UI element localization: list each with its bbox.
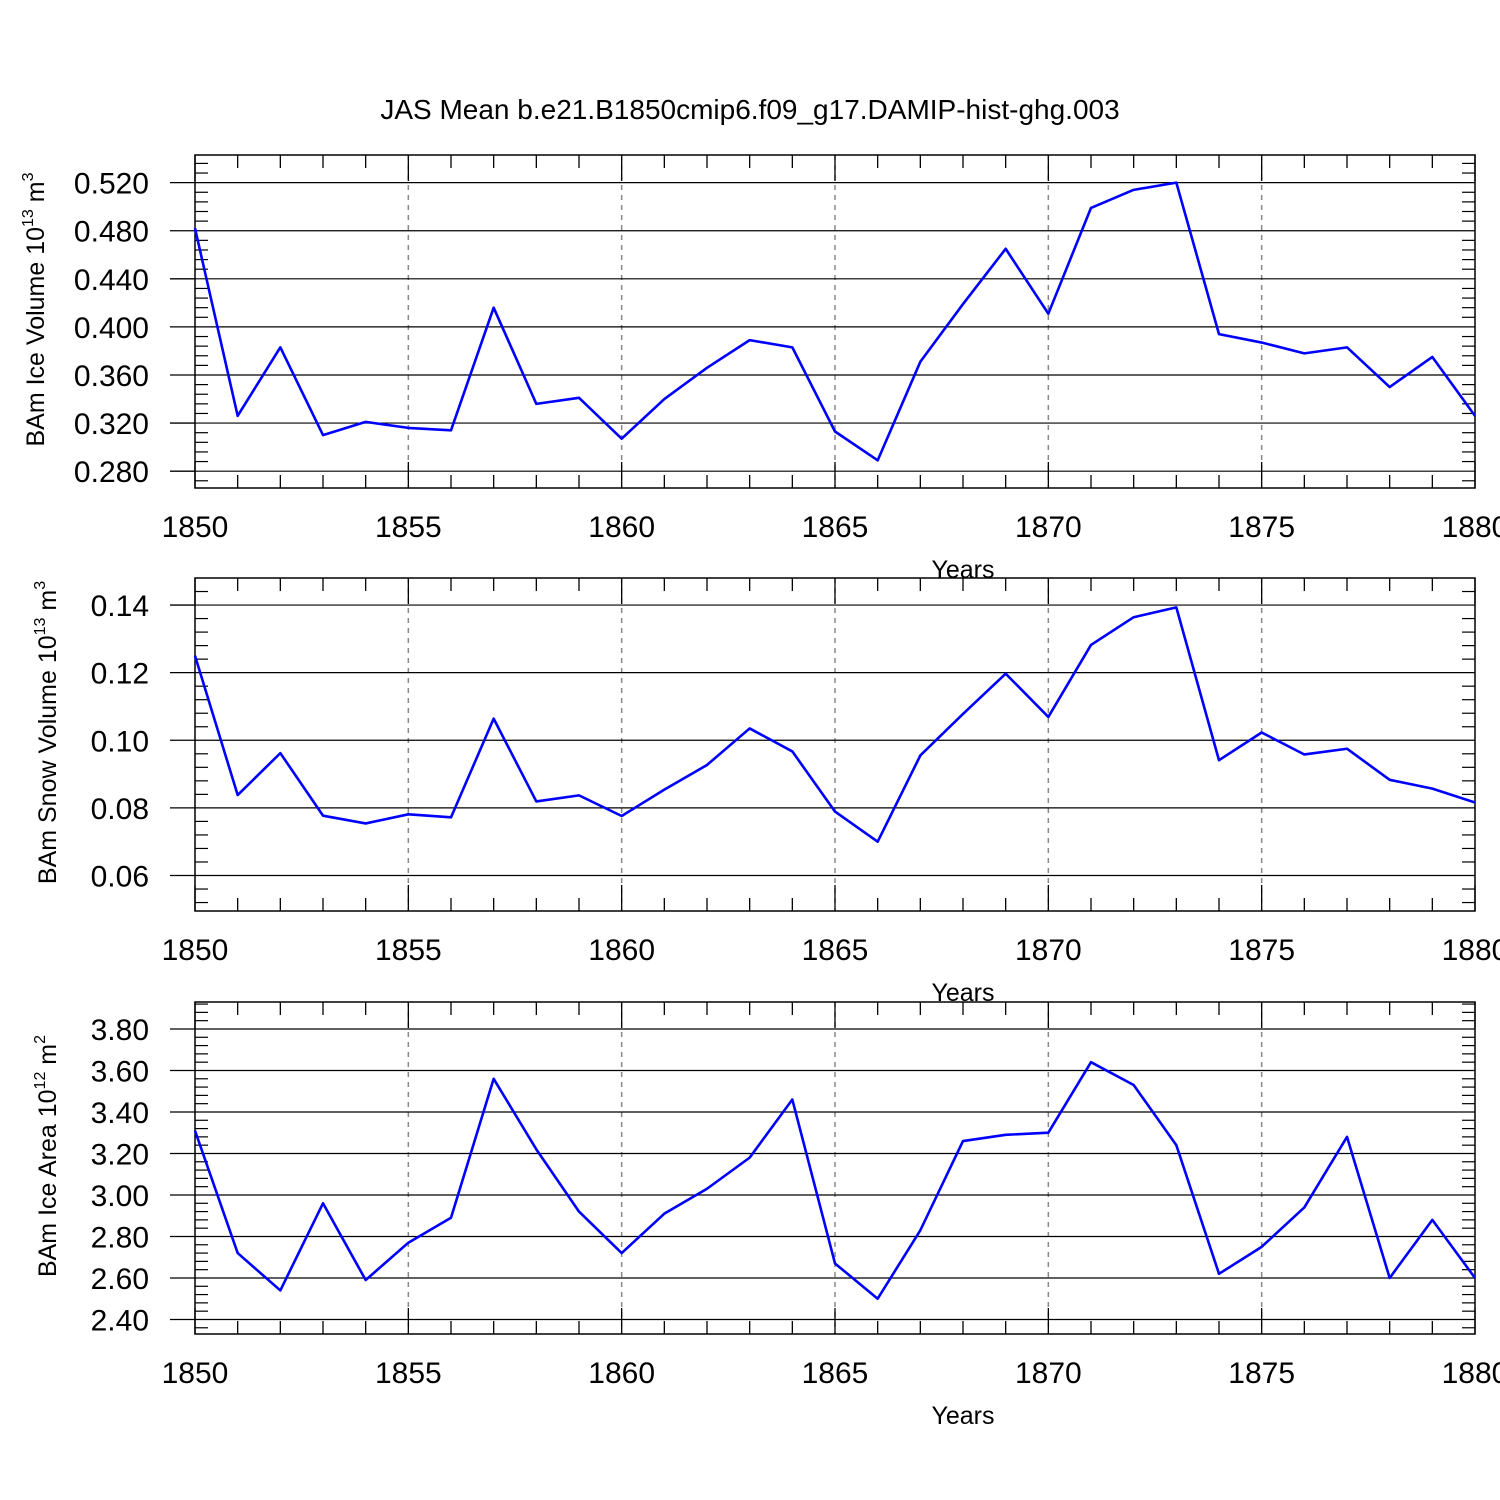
y-axis-title: BAm Ice Area 1012 m2	[32, 1035, 62, 1277]
y-axis-title: BAm Snow Volume 1013 m3	[32, 581, 62, 884]
x-tick-label: 1850	[162, 934, 229, 967]
x-tick-label: 1880	[1442, 1357, 1500, 1390]
y-tick-label: 0.360	[74, 360, 149, 393]
x-tick-label: 1860	[588, 511, 655, 544]
y-tick-label: 3.00	[91, 1180, 149, 1213]
x-tick-label: 1865	[802, 1357, 869, 1390]
y-tick-label: 0.10	[91, 725, 149, 758]
y-tick-label: 0.08	[91, 793, 149, 826]
y-tick-label: 2.60	[91, 1263, 149, 1296]
y-tick-label: 0.06	[91, 861, 149, 894]
y-tick-label: 3.20	[91, 1138, 149, 1171]
y-tick-label: 3.40	[91, 1097, 149, 1130]
plot-frame	[194, 1001, 1476, 1335]
x-tick-label: 1860	[588, 934, 655, 967]
x-tick-label: 1850	[162, 511, 229, 544]
y-tick-label: 0.14	[91, 590, 149, 623]
y-tick-label: 2.40	[91, 1304, 149, 1337]
y-tick-label: 0.320	[74, 408, 149, 441]
y-tick-label: 2.80	[91, 1221, 149, 1254]
y-tick-label: 0.480	[74, 216, 149, 249]
y-tick-label: 0.440	[74, 264, 149, 297]
x-tick-label: 1875	[1228, 1357, 1295, 1390]
series-line	[193, 606, 1476, 844]
y-tick-label: 0.520	[74, 168, 149, 201]
y-tick-label: 3.80	[91, 1014, 149, 1047]
y-tick-label: 3.60	[91, 1055, 149, 1088]
y-tick-label: 0.12	[91, 658, 149, 691]
plot-frame	[194, 577, 1476, 912]
x-tick-label: 1855	[375, 934, 442, 967]
x-tick-label: 1880	[1442, 934, 1500, 967]
y-axis-title: BAm Ice Volume 1013 m3	[20, 172, 50, 446]
panel-ice-area: 2.40 2.60 2.80 3.00 3.20 3.40 3.60 3.80 1850 1855…	[32, 1001, 1500, 1430]
x-tick-label: 1870	[1015, 934, 1082, 967]
x-tick-label: 1875	[1228, 934, 1295, 967]
x-tick-label: 1850	[162, 1357, 229, 1390]
x-tick-label: 1880	[1442, 511, 1500, 544]
panel-ice-volume: 0.280 0.320 0.360 0.400 0.440 0.480 0.520 1850 1…	[20, 154, 1500, 584]
y-tick-label: 0.280	[74, 456, 149, 489]
x-tick-label: 1865	[802, 511, 869, 544]
x-tick-label: 1870	[1015, 511, 1082, 544]
x-tick-label: 1870	[1015, 1357, 1082, 1390]
x-tick-label: 1865	[802, 934, 869, 967]
x-tick-label: 1875	[1228, 511, 1295, 544]
x-axis-title: Years	[931, 1402, 994, 1430]
plot-frame	[194, 154, 1476, 489]
x-tick-label: 1855	[375, 1357, 442, 1390]
x-tick-label: 1855	[375, 511, 442, 544]
chart-title: JAS Mean b.e21.B1850cmip6.f09_g17.DAMIP-…	[380, 94, 1119, 125]
series-line	[193, 181, 1477, 462]
y-tick-label: 0.400	[74, 312, 149, 345]
x-tick-label: 1860	[588, 1357, 655, 1390]
series-line	[193, 1060, 1477, 1301]
